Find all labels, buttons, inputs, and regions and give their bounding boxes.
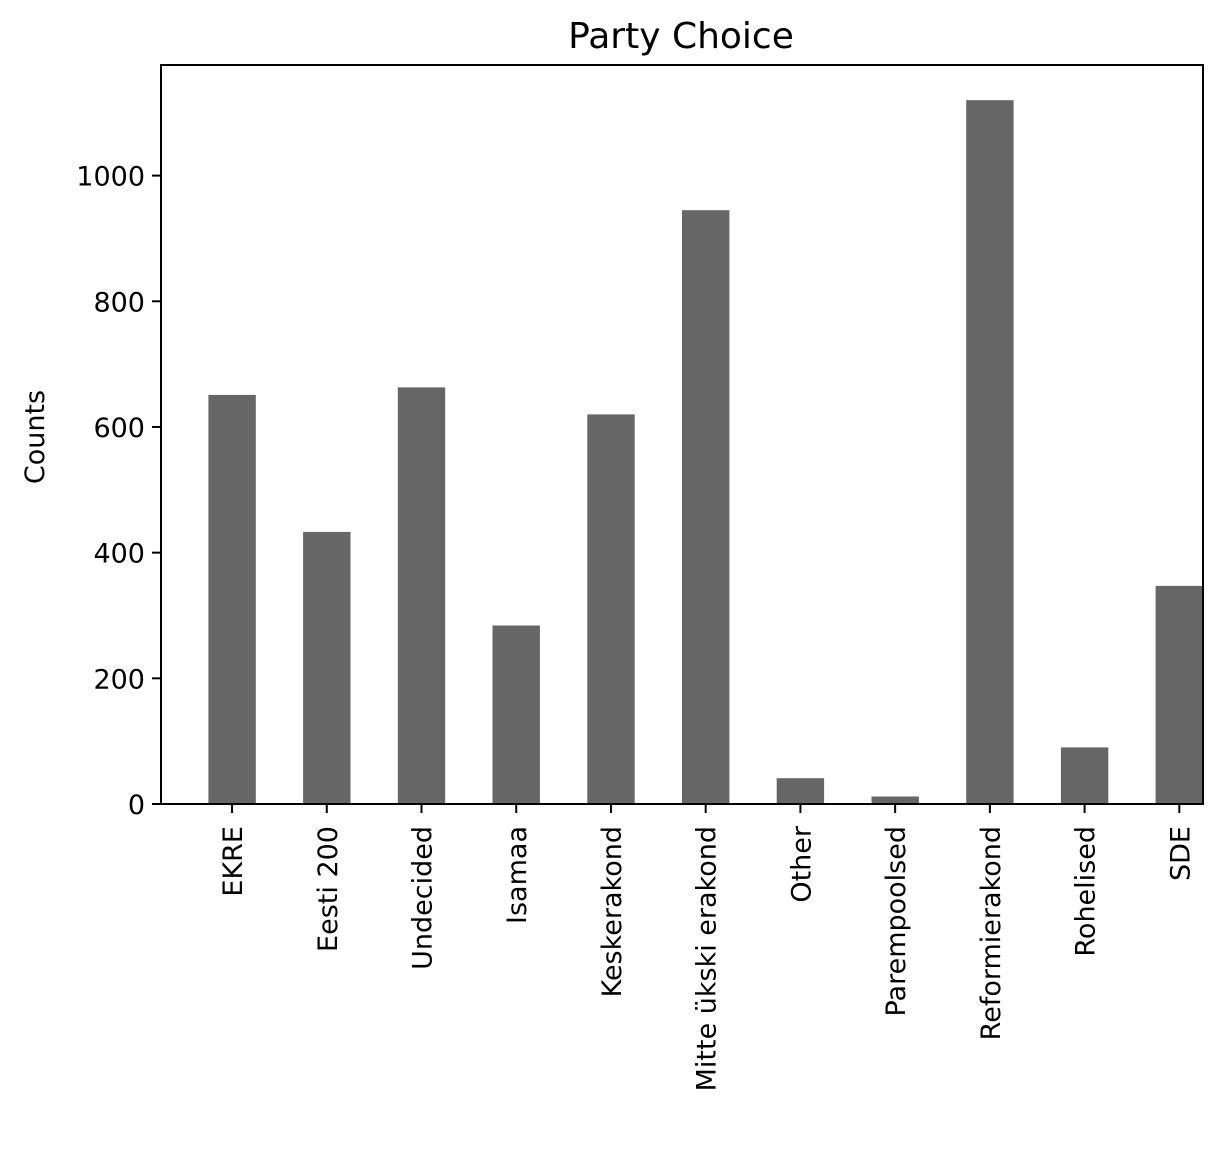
plot-frame <box>160 64 1204 805</box>
bar-0 <box>208 394 256 804</box>
bar-1 <box>303 531 351 804</box>
y-tick-label: 0 <box>128 790 145 821</box>
x-tick-label: Parempoolsed <box>881 826 912 1017</box>
x-tick-label: SDE <box>1165 826 1196 881</box>
y-axis-label: Counts <box>20 390 51 484</box>
bar-10 <box>1155 585 1203 804</box>
x-tick-label: Reformierakond <box>976 826 1007 1040</box>
chart-title: Party Choice <box>568 16 794 57</box>
x-axis-ticks: EKRE Eesti 200 Undecided Isamaa Keskerakond M… <box>218 804 1196 1091</box>
x-tick-label: Other <box>786 825 817 903</box>
y-axis-ticks: 0 200 400 600 800 1000 <box>76 162 161 821</box>
bar-8 <box>966 100 1014 804</box>
y-tick-label: 200 <box>93 664 145 695</box>
y-tick-label: 1000 <box>76 162 145 193</box>
x-tick-label: Keskerakond <box>597 826 628 997</box>
x-tick-label: Eesti 200 <box>313 826 344 952</box>
y-tick-label: 600 <box>93 413 145 444</box>
y-tick-label: 800 <box>93 287 145 318</box>
bars-group <box>208 100 1203 804</box>
bar-9 <box>1060 747 1109 804</box>
bar-7 <box>871 796 919 804</box>
x-tick-label: Rohelised <box>1071 826 1102 957</box>
bar-5 <box>682 210 730 804</box>
bar-4 <box>587 414 635 804</box>
x-tick-label: Mitte ükski erakond <box>692 826 723 1091</box>
x-tick-label: Isamaa <box>502 826 533 924</box>
x-tick-label: Undecided <box>408 826 439 970</box>
bar-3 <box>492 625 540 804</box>
y-tick-label: 400 <box>93 539 145 570</box>
x-tick-label: EKRE <box>218 826 249 897</box>
bar-2 <box>397 387 446 804</box>
bar-6 <box>776 778 825 804</box>
